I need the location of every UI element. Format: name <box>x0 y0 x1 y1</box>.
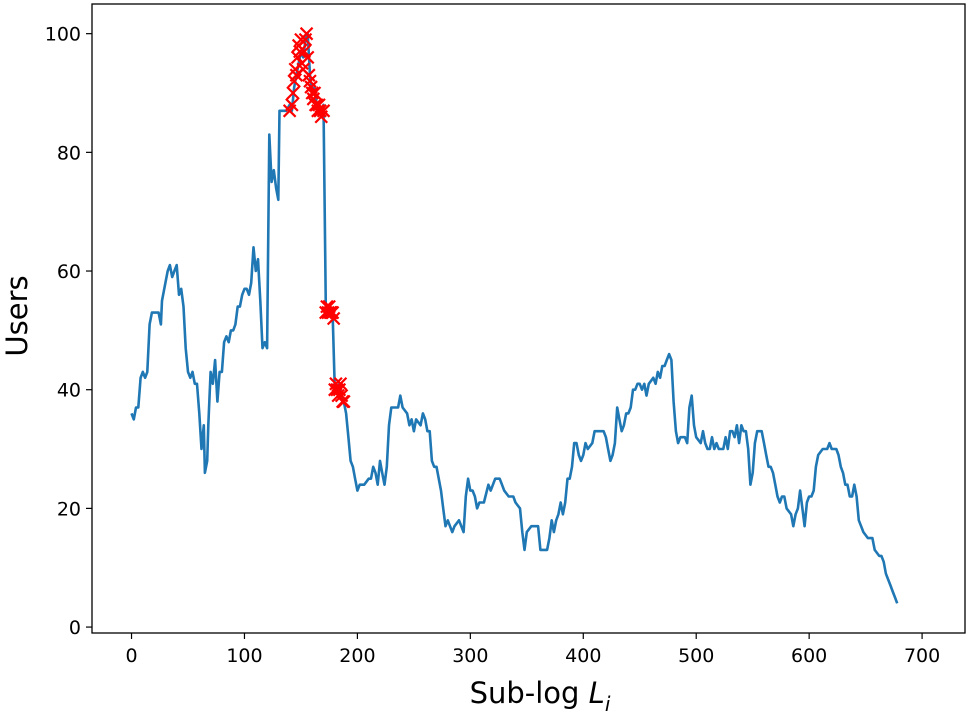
plot-content <box>130 26 899 604</box>
x-tick-label: 100 <box>226 645 262 667</box>
y-tick-label: 80 <box>57 142 81 164</box>
x-axis-label-text: Sub-log <box>470 676 589 710</box>
anomaly-marker <box>337 394 351 409</box>
anomaly-marker <box>300 50 315 65</box>
y-tick-label: 0 <box>69 617 81 639</box>
y-axis-label: Users <box>0 275 34 356</box>
y-tick-label: 100 <box>45 24 81 46</box>
y-axis-ticks: 0 20 40 60 80 100 <box>45 24 92 639</box>
series-line-0 <box>130 32 899 604</box>
anomaly-marker <box>326 311 341 326</box>
x-axis-ticks: 0 100 200 300 400 500 600 700 <box>125 633 940 667</box>
x-axis-label: Sub-log Li <box>470 676 611 716</box>
x-tick-label: 400 <box>565 645 601 667</box>
anomaly-marker <box>299 26 314 41</box>
x-axis-label-variable: L <box>589 676 605 710</box>
anomaly-marker <box>285 98 299 112</box>
x-tick-label: 200 <box>339 645 375 667</box>
y-tick-label: 60 <box>57 261 81 283</box>
anomaly-marker <box>316 104 331 118</box>
x-tick-label: 600 <box>791 645 827 667</box>
anomaly-marker <box>293 44 307 59</box>
x-tick-label: 0 <box>125 645 137 667</box>
anomaly-marker <box>333 376 348 391</box>
x-tick-label: 500 <box>678 645 714 667</box>
x-tick-label: 300 <box>452 645 488 667</box>
y-tick-label: 20 <box>57 498 81 520</box>
anomaly-marker <box>307 86 322 100</box>
x-tick-label: 700 <box>904 645 940 667</box>
plot-frame <box>91 3 966 634</box>
y-tick-label: 40 <box>57 380 81 402</box>
x-axis-label-subscript: i <box>605 692 611 716</box>
anomaly-marker <box>286 86 300 100</box>
